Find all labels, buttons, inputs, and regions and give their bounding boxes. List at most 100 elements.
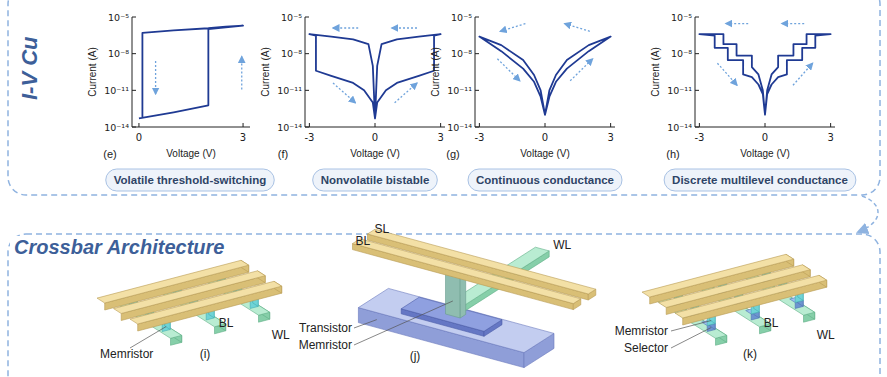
x-tick [830, 123, 831, 127]
bit-line [353, 244, 574, 310]
leader-line [354, 301, 453, 345]
y-tick-label: 10⁻⁸ [108, 48, 129, 59]
y-axis-line [695, 17, 696, 127]
x-tick [699, 123, 700, 127]
y-tick-label: 10⁻¹⁴ [104, 122, 129, 133]
y-tick-label: 10⁻⁵ [451, 12, 472, 23]
caption-pill [664, 169, 856, 191]
sweep-arrow [392, 27, 417, 28]
caption: Discrete multilevel conductance [672, 174, 848, 186]
y-axis-line [475, 17, 476, 127]
source-line [368, 234, 589, 300]
bit-line [675, 275, 827, 318]
panel-label: (g) [446, 148, 459, 160]
y-tick [305, 53, 309, 54]
plot-area [699, 34, 830, 115]
part-label: Transistor [299, 321, 352, 335]
panel-label: (e) [103, 148, 116, 160]
bit-line [353, 239, 581, 304]
x-axis-title: Voltage (V) [520, 148, 569, 159]
bit-line [138, 286, 282, 331]
x-tick-label: 3 [437, 132, 443, 143]
part-label: WL [553, 238, 571, 252]
title-bg [10, 236, 242, 258]
part-label: Memristor [100, 347, 153, 361]
part-label: SL [375, 222, 390, 236]
iv-curve [309, 34, 440, 118]
figure: I-V CuCrossbar Architecture10⁻¹⁴10⁻¹¹10⁻… [0, 0, 887, 377]
panel-label: (j) [410, 349, 421, 363]
y-axis-line [305, 17, 306, 127]
bit-line [130, 281, 282, 324]
y-tick-label: 10⁻⁵ [671, 12, 692, 23]
x-tick-label: 0 [372, 132, 378, 143]
y-tick-label: 10⁻⁸ [281, 48, 302, 59]
sweep-arrow [333, 27, 358, 28]
part-label: BL [219, 316, 234, 330]
sweep-arrow [333, 83, 355, 103]
memristor [446, 274, 461, 318]
crossbar: MemristorSelectorBLWL(k) [615, 254, 835, 361]
y-tick [475, 90, 479, 91]
y-tick [132, 127, 136, 128]
section-frame [8, 234, 880, 377]
y-tick [695, 90, 699, 91]
x-tick [375, 123, 376, 127]
sweep-arrow [500, 24, 525, 32]
sweep-arrow [782, 23, 804, 24]
sweep-arrow [497, 59, 519, 81]
y-tick-label: 10⁻¹¹ [447, 85, 472, 96]
x-tick [545, 123, 546, 127]
x-tick-label: 3 [827, 132, 833, 143]
y-tick-label: 10⁻¹⁴ [447, 122, 472, 133]
x-tick-label: 3 [240, 132, 246, 143]
bit-line [683, 280, 827, 325]
y-tick [475, 53, 479, 54]
y-axis-title: Current (A) [87, 47, 98, 96]
part-label: BL [356, 234, 371, 248]
plot-area [479, 37, 610, 115]
sweep-arrow [565, 24, 590, 32]
plot-area [309, 34, 440, 118]
plot-area [139, 26, 243, 119]
section-frame [8, 0, 880, 195]
leader-line [671, 328, 711, 348]
sweep-arrow [155, 61, 156, 94]
one-transistor-one-memristor: SL BL WL Transistor Memristor (j) [299, 222, 596, 368]
part-label: Memristor [299, 338, 352, 352]
y-tick [695, 53, 699, 54]
y-axis-title: Current (A) [650, 47, 661, 96]
y-tick-label: 10⁻¹¹ [277, 85, 302, 96]
caption: Volatile threshold-switching [114, 174, 267, 186]
y-tick [695, 127, 699, 128]
sweep-arrow [726, 23, 748, 24]
y-tick-label: 10⁻¹¹ [667, 85, 692, 96]
x-tick [138, 123, 139, 127]
x-tick [479, 123, 480, 127]
iv-curve [139, 26, 243, 119]
part-label: WL [272, 328, 290, 342]
caption: Nonvolatile bistable [321, 174, 430, 186]
y-tick-label: 10⁻¹⁴ [667, 122, 692, 133]
iv-curve [699, 34, 830, 115]
y-tick [132, 53, 136, 54]
y-tick-label: 10⁻¹⁴ [277, 122, 302, 133]
y-axis-title: Current (A) [260, 47, 271, 96]
chart: 10⁻¹⁴10⁻¹¹10⁻⁸10⁻⁵-303Current (A)Voltage… [650, 12, 856, 192]
memristor [460, 274, 466, 318]
x-tick-label: -3 [694, 132, 704, 143]
x-tick-label: -3 [304, 132, 314, 143]
part-label: Selector [624, 341, 668, 355]
sweep-arrow [395, 83, 417, 103]
y-axis-line [132, 17, 133, 127]
x-axis-title: Voltage (V) [350, 148, 399, 159]
part-label: BL [764, 316, 779, 330]
sweep-arrow [793, 63, 813, 85]
leader-line [130, 327, 166, 348]
y-tick [305, 127, 309, 128]
panel-label: (i) [200, 347, 211, 361]
x-tick [309, 123, 310, 127]
x-axis-title: Voltage (V) [740, 148, 789, 159]
panel-label: (h) [666, 148, 679, 160]
x-axis-line [132, 127, 250, 128]
